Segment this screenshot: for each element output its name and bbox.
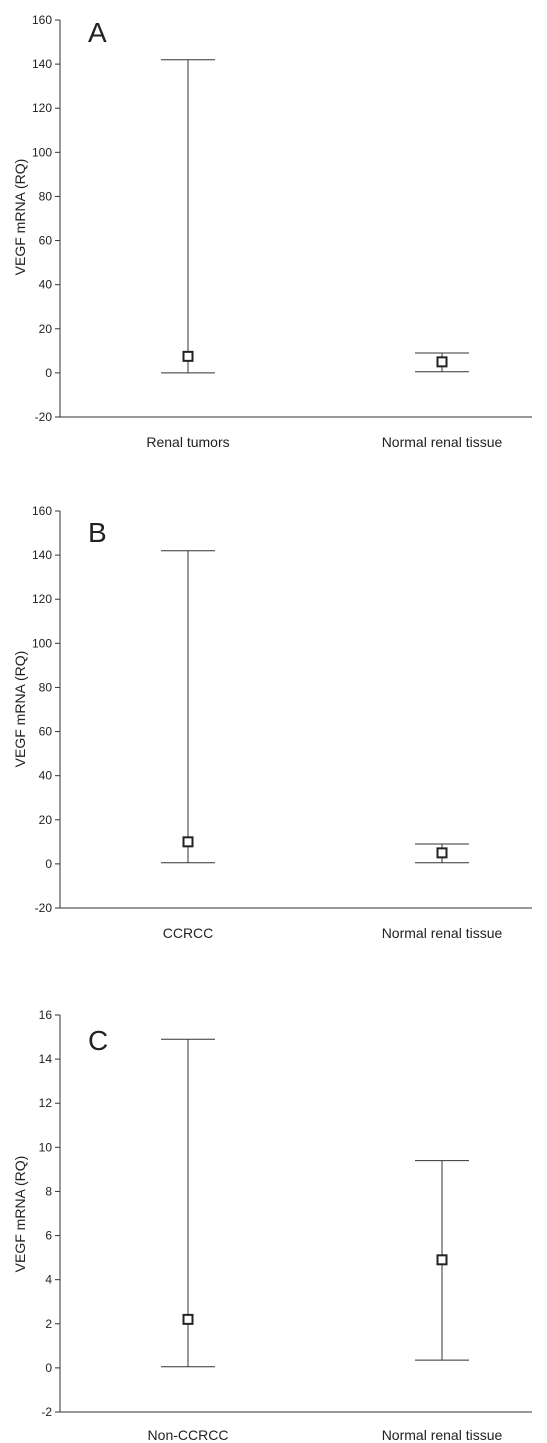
chart-panel-a: A VEGF mRNA (RQ) -20 0 20 40 60 80 100 120 140 16… (12, 13, 532, 450)
x-category-label-c-2: Normal renal tissue (382, 1427, 503, 1443)
data-point-b-2 (436, 847, 448, 859)
x-category-label-a-1: Renal tumors (146, 434, 229, 450)
data-point-a-1 (182, 350, 194, 362)
data-point-a-2 (436, 356, 448, 368)
data-marks-c (161, 1038, 469, 1368)
y-tick-label-b-2: 20 (39, 813, 53, 827)
panel-label-a: A (88, 17, 107, 48)
y-tick-label-a-3: 40 (39, 278, 53, 292)
y-tick-label-b-9: 160 (32, 504, 52, 518)
y-tick-label-a-2: 20 (39, 322, 53, 336)
y-tick-label-c-3: 4 (45, 1273, 52, 1287)
x-category-label-b-1: CCRCC (163, 925, 214, 941)
y-tick-label-a-7: 120 (32, 101, 52, 115)
chart-panel-c: C VEGF mRNA (RQ) -2 0 2 4 6 8 10 12 14 16 Non-CCR… (12, 1008, 532, 1443)
y-tick-label-a-5: 80 (39, 189, 53, 203)
chart-panel-b: B VEGF mRNA (RQ) -20 0 20 40 60 80 100 120 140 16… (12, 504, 532, 941)
y-tick-label-c-4: 6 (45, 1229, 52, 1243)
y-tick-label-c-8: 14 (39, 1052, 53, 1066)
x-category-label-c-1: Non-CCRCC (148, 1427, 229, 1443)
y-tick-label-c-0: -2 (41, 1405, 52, 1419)
y-tick-label-b-0: -20 (35, 901, 53, 915)
y-tick-label-c-1: 0 (45, 1361, 52, 1375)
y-tick-label-a-8: 140 (32, 57, 52, 71)
y-axis-label-a: VEGF mRNA (RQ) (12, 159, 28, 276)
y-tick-label-c-9: 16 (39, 1008, 53, 1022)
y-tick-label-b-3: 40 (39, 769, 53, 783)
y-axis-label-b: VEGF mRNA (RQ) (12, 651, 28, 768)
data-point-c-1 (182, 1313, 194, 1325)
y-tick-label-a-0: -20 (35, 410, 53, 424)
data-point-c-2 (436, 1254, 448, 1266)
y-tick-label-a-1: 0 (45, 366, 52, 380)
y-tick-label-c-2: 2 (45, 1317, 52, 1331)
y-tick-label-a-9: 160 (32, 13, 52, 27)
y-tick-label-b-7: 120 (32, 592, 52, 606)
y-tick-label-c-5: 8 (45, 1184, 52, 1198)
y-tick-label-b-5: 80 (39, 680, 53, 694)
data-marks-b (161, 550, 469, 864)
y-tick-label-c-7: 12 (39, 1096, 53, 1110)
x-category-label-a-2: Normal renal tissue (382, 434, 503, 450)
y-ticks-a: -20 0 20 40 60 80 100 120 140 160 (32, 13, 60, 424)
y-tick-label-b-4: 60 (39, 725, 53, 739)
data-marks-a (161, 59, 469, 374)
y-tick-label-b-8: 140 (32, 548, 52, 562)
y-tick-label-c-6: 10 (39, 1140, 53, 1154)
data-point-b-1 (182, 836, 194, 848)
y-tick-label-b-1: 0 (45, 857, 52, 871)
panel-label-c: C (88, 1025, 108, 1056)
y-tick-label-a-4: 60 (39, 234, 53, 248)
panel-label-b: B (88, 517, 107, 548)
y-axis-label-c: VEGF mRNA (RQ) (12, 1156, 28, 1273)
y-tick-label-b-6: 100 (32, 636, 52, 650)
y-ticks-b: -20 0 20 40 60 80 100 120 140 160 (32, 504, 60, 915)
y-ticks-c: -2 0 2 4 6 8 10 12 14 16 (39, 1008, 60, 1419)
y-tick-label-a-6: 100 (32, 145, 52, 159)
x-category-label-b-2: Normal renal tissue (382, 925, 503, 941)
